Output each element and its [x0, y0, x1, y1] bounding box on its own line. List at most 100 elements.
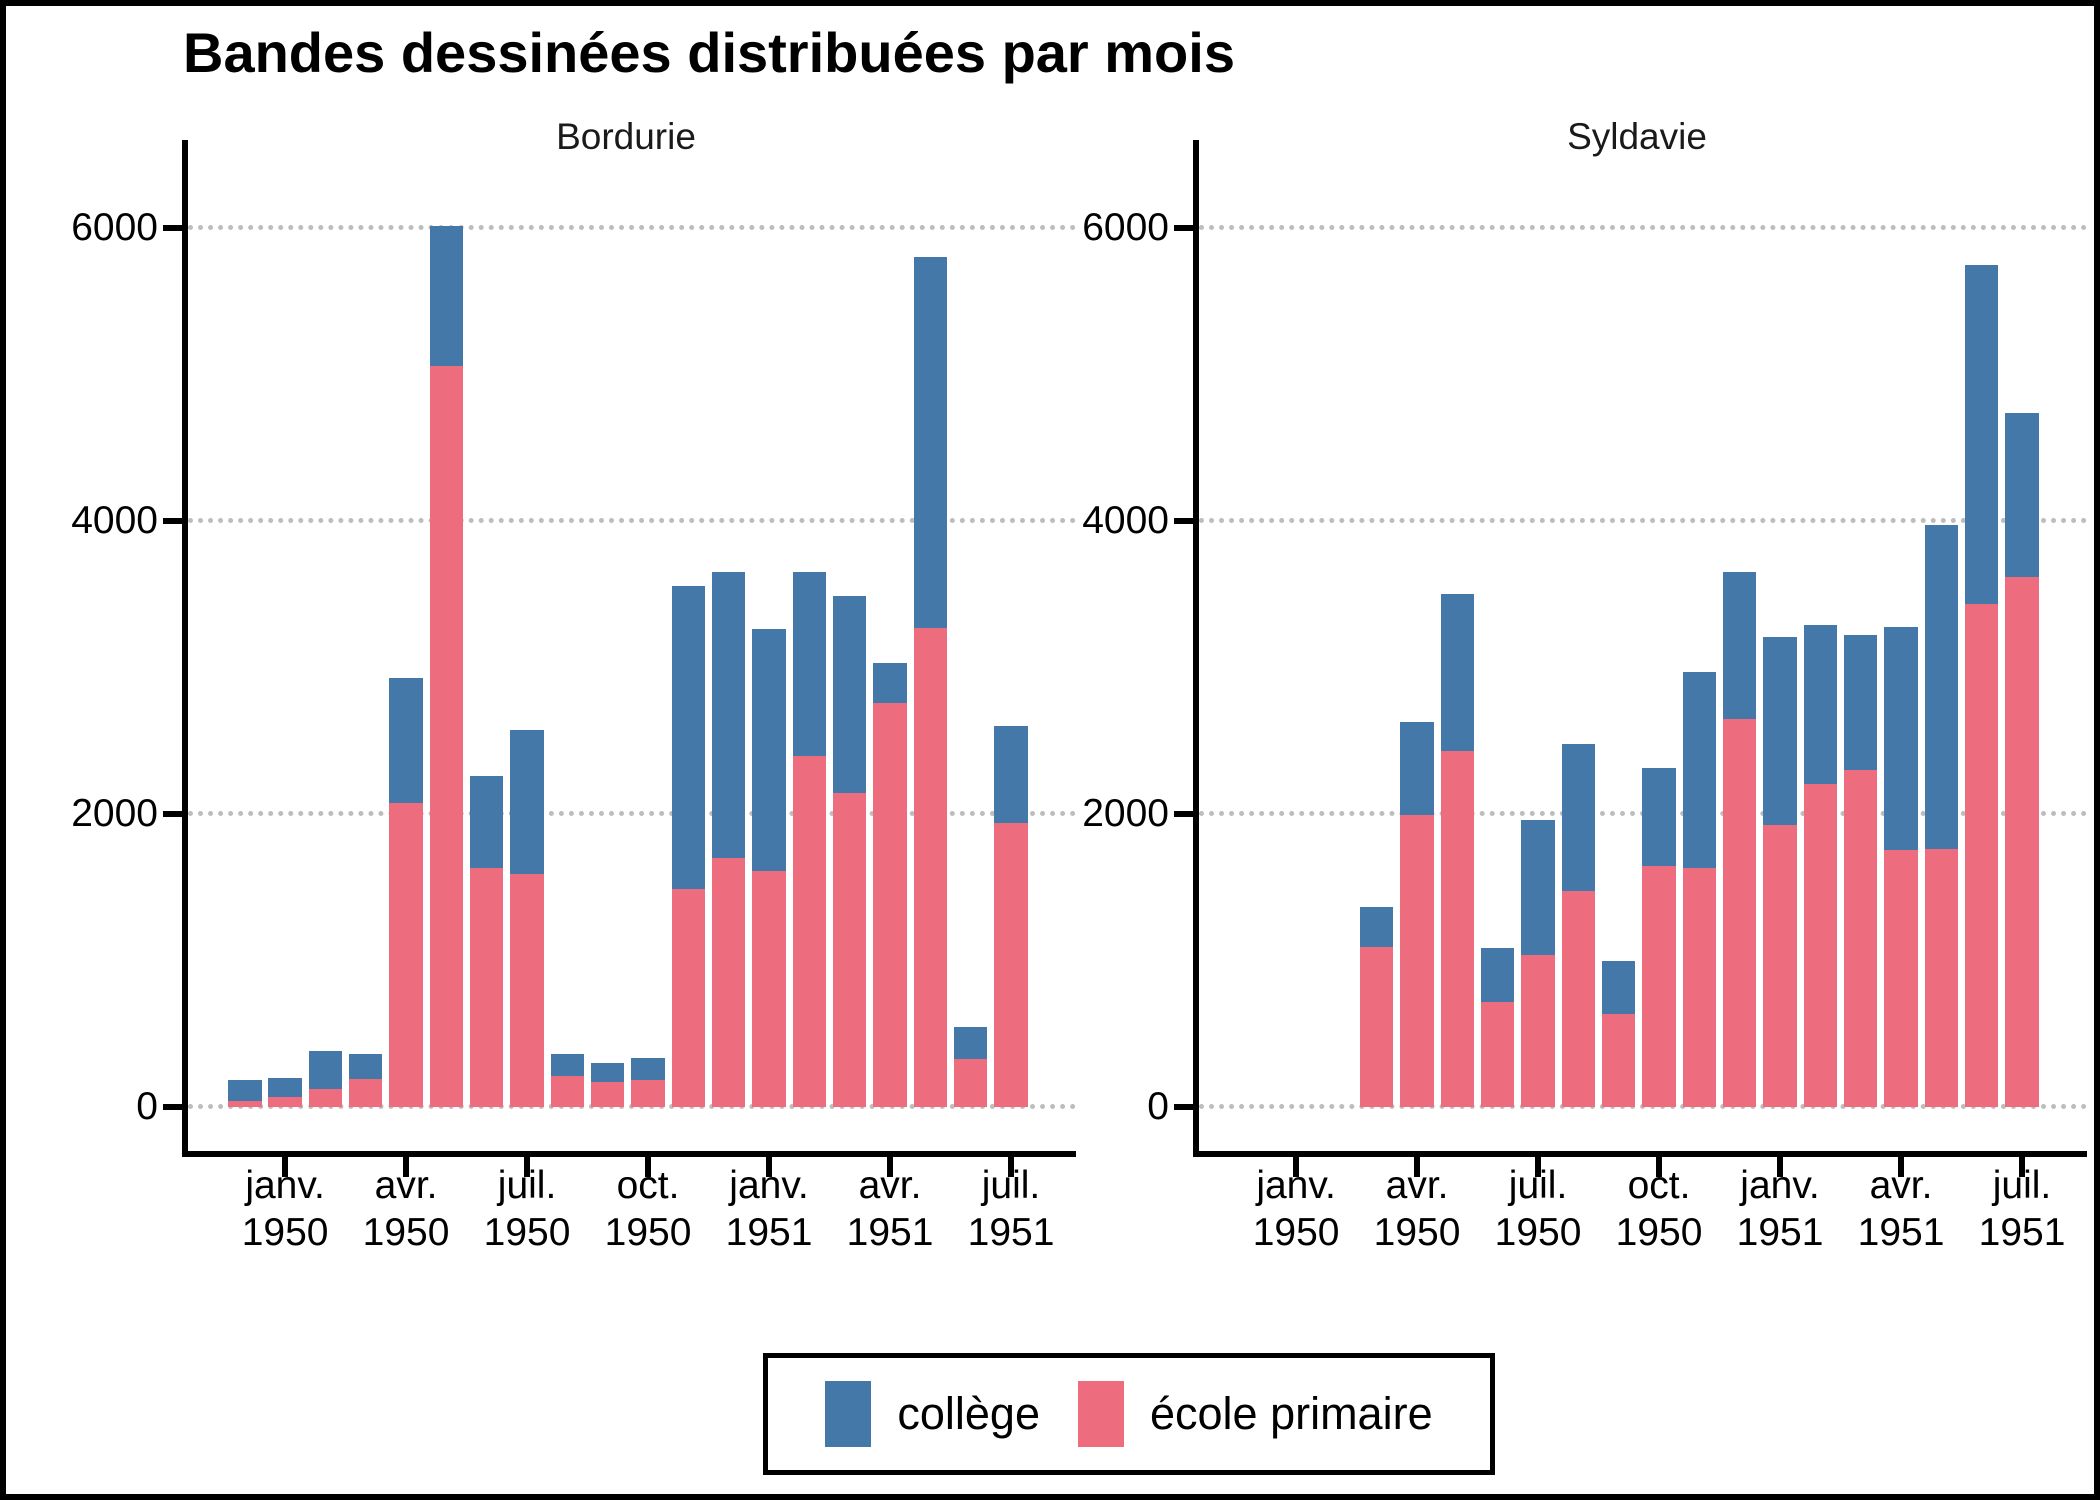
gridline-2000	[188, 811, 1076, 816]
x-tick-label: oct. 1950	[604, 1164, 692, 1254]
bar-segment-college	[1400, 721, 1434, 816]
x-axis-tick	[1656, 1157, 1663, 1177]
bar-segment-college	[348, 1053, 383, 1080]
bar-segment-ecole-primaire	[1964, 603, 1999, 1107]
y-tick-label: 6000	[1082, 206, 1169, 249]
bar-segment-college	[1642, 767, 1676, 867]
x-tick-label: janv. 1951	[1736, 1164, 1824, 1254]
bar-segment-ecole-primaire	[994, 822, 1028, 1107]
bar-segment-ecole-primaire	[1480, 1002, 1515, 1107]
bar-segment-ecole-primaire	[1561, 890, 1596, 1107]
bar-segment-college	[228, 1079, 262, 1102]
bar-segment-college	[268, 1078, 302, 1097]
plot-area-bordurie: 0 2000 4000 6000 janv. 1950 avr. 1950 juil. 1950 o…	[71, 140, 1076, 1254]
x-axis-tick	[1535, 1157, 1542, 1177]
bar-segment-college	[953, 1027, 988, 1059]
y-tick-label: 2000	[1082, 792, 1169, 835]
y-axis-tick	[163, 225, 182, 231]
bar-segment-college	[429, 225, 464, 366]
bar-segment-ecole-primaire	[429, 365, 464, 1107]
x-axis-tick	[1898, 1157, 1905, 1177]
panel-title-bordurie: Bordurie	[556, 116, 696, 157]
gridline-4000	[188, 518, 1076, 523]
y-axis-tick	[163, 1104, 182, 1110]
y-axis-tick	[1174, 811, 1193, 817]
y-axis-tick	[163, 518, 182, 524]
bar-segment-ecole-primaire	[308, 1088, 343, 1107]
bar-segment-ecole-primaire	[1884, 849, 1918, 1107]
bar-segment-ecole-primaire	[873, 703, 907, 1107]
college-color-swatch	[825, 1381, 872, 1447]
x-axis-tick	[282, 1157, 289, 1177]
bar-segment-college	[752, 628, 786, 872]
bar-segment-college	[1843, 635, 1878, 771]
x-axis-tick	[1008, 1157, 1015, 1177]
x-axis-tick	[645, 1157, 652, 1177]
y-axis-tick	[1174, 1104, 1193, 1110]
bar-segment-college	[873, 663, 907, 704]
x-axis-tick	[2019, 1157, 2026, 1177]
bar-segment-ecole-primaire	[1924, 849, 1959, 1107]
y-axis-tick	[163, 811, 182, 817]
x-tick-label: avr. 1951	[846, 1164, 934, 1254]
gridline-6000	[188, 225, 1076, 230]
bar-segment-ecole-primaire	[1601, 1013, 1636, 1107]
bar-segment-ecole-primaire	[1722, 718, 1757, 1107]
x-axis-tick	[403, 1157, 410, 1177]
bar-segment-ecole-primaire	[1642, 866, 1676, 1107]
bar-segment-college	[631, 1057, 665, 1080]
bar-segment-college	[1480, 948, 1515, 1003]
bar-segment-ecole-primaire	[1843, 770, 1878, 1107]
bar-segment-ecole-primaire	[631, 1079, 665, 1107]
bar-segment-college	[1359, 907, 1394, 948]
bar-segment-college	[1763, 636, 1797, 825]
legend-item-college: collège	[825, 1381, 1040, 1447]
x-axis-tick	[887, 1157, 894, 1177]
bar-segment-college	[671, 586, 706, 889]
bar-segment-ecole-primaire	[1763, 825, 1797, 1107]
bar-segment-ecole-primaire	[832, 792, 867, 1107]
bar-segment-ecole-primaire	[348, 1079, 383, 1107]
bar-segment-ecole-primaire	[1359, 947, 1394, 1107]
panel-title-syldavie: Syldavie	[1567, 116, 1707, 157]
y-tick-label: 4000	[71, 499, 158, 542]
plot-area-syldavie: 0 2000 4000 6000 janv. 1950 avr. 1950 juil. 1950 o…	[1082, 140, 2087, 1254]
legend-label-college: collège	[897, 1388, 1040, 1439]
x-tick-label: avr. 1950	[1373, 1164, 1461, 1254]
bar-segment-college	[913, 256, 948, 628]
chart-title: Bandes dessinées distribuées par mois	[183, 21, 1235, 84]
bar-segment-college	[832, 595, 867, 793]
x-tick-label: janv. 1950	[1252, 1164, 1340, 1254]
bar-segment-college	[550, 1054, 585, 1077]
bar-segment-college	[590, 1063, 625, 1083]
bar-segment-ecole-primaire	[1521, 954, 1555, 1107]
bar-segment-ecole-primaire	[752, 871, 786, 1107]
bar-segment-ecole-primaire	[550, 1076, 585, 1107]
x-tick-label: avr. 1951	[1857, 1164, 1945, 1254]
y-tick-label: 6000	[71, 206, 158, 249]
x-axis-tick	[766, 1157, 773, 1177]
bar-segment-ecole-primaire	[469, 868, 504, 1107]
bar-segment-college	[308, 1051, 343, 1089]
bar-segment-college	[711, 571, 746, 858]
bar-segment-ecole-primaire	[268, 1096, 302, 1107]
bar-segment-ecole-primaire	[792, 756, 827, 1107]
bar-segment-college	[1964, 265, 1999, 604]
bar-segment-ecole-primaire	[228, 1101, 262, 1107]
x-tick-label: janv. 1951	[725, 1164, 813, 1254]
bar-segment-ecole-primaire	[1440, 751, 1475, 1107]
bar-segment-college	[1440, 593, 1475, 752]
bar-segment-college	[2005, 412, 2039, 577]
x-axis-tick	[1777, 1157, 1784, 1177]
bar-segment-ecole-primaire	[671, 888, 706, 1107]
bar-segment-ecole-primaire	[1400, 815, 1434, 1107]
bar-segment-college	[1601, 960, 1636, 1014]
legend: collège école primaire	[763, 1353, 1495, 1475]
x-axis-tick	[524, 1157, 531, 1177]
x-axis-tick	[1293, 1157, 1300, 1177]
bar-segment-college	[389, 677, 423, 804]
bar-segment-college	[1682, 671, 1717, 869]
y-axis-tick	[1174, 518, 1193, 524]
y-tick-label: 4000	[1082, 499, 1169, 542]
bar-segment-college	[469, 775, 504, 869]
